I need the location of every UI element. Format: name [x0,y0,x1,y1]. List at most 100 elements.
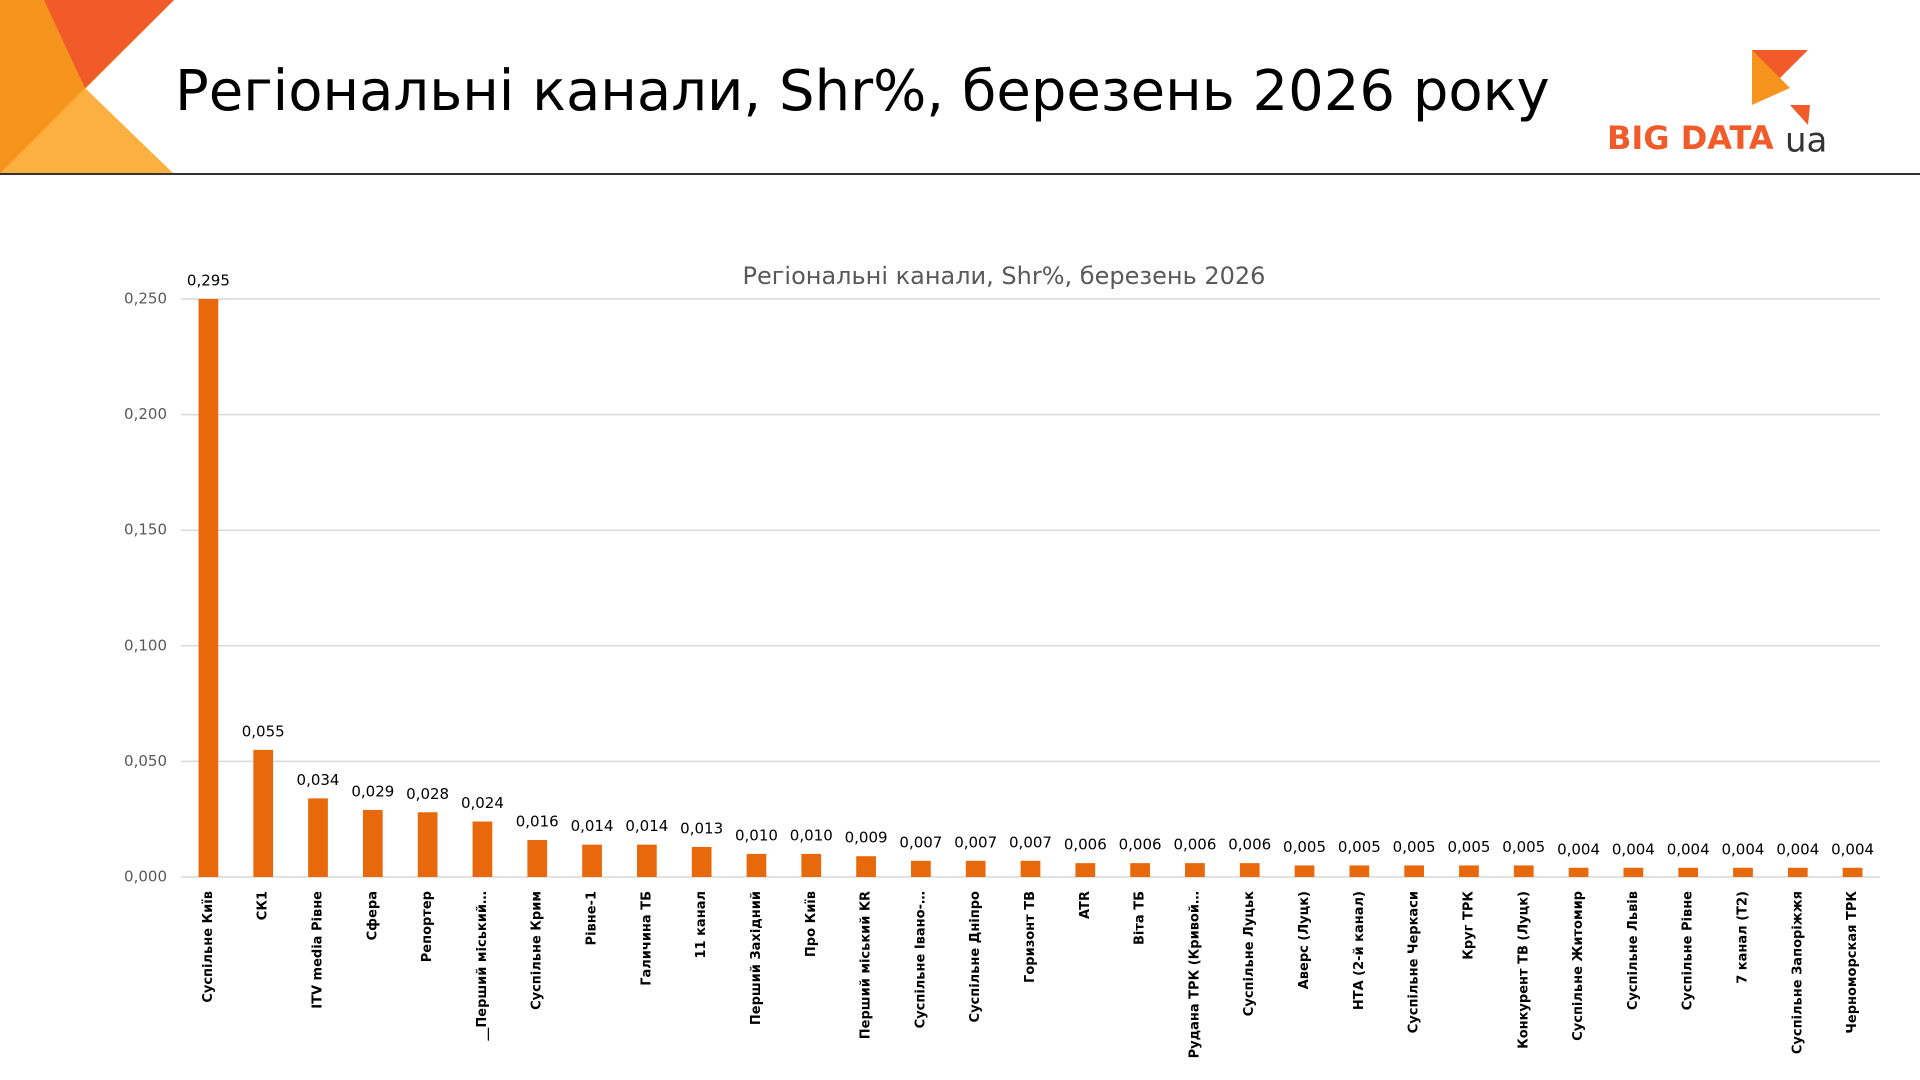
bar [1239,863,1260,877]
value-label: 0,004 [1722,840,1765,858]
bar [417,812,438,877]
x-tick-label: Галичина ТБ [639,891,654,986]
x-tick-label: Репортер [420,891,435,962]
value-label: 0,007 [954,833,997,851]
value-label: 0,004 [1831,840,1874,858]
x-tick-label: __Перший міський… [475,891,490,1041]
value-label: 0,029 [351,782,394,800]
bar [1130,863,1150,877]
y-tick-label: 0,250 [124,290,167,308]
bar [1075,863,1096,877]
value-label: 0,004 [1667,840,1710,858]
value-label: 0,028 [406,785,449,803]
x-tick-label: Суспільне Рівне [1681,891,1696,1010]
y-tick-label: 0,050 [124,752,167,770]
bar [1349,865,1370,877]
bar [1733,867,1753,877]
bar [636,844,657,877]
bar [472,821,493,877]
bar [1185,863,1205,877]
bar [911,860,931,877]
x-tick-label: Суспільне Львів [1626,891,1641,1010]
y-tick-label: 0,100 [124,636,167,654]
bar [746,853,767,877]
value-label: 0,005 [1338,838,1381,856]
x-tick-label: Суспільне Івано-… [913,891,928,1028]
value-label: 0,014 [625,817,668,835]
x-tick-label: Суспільне Крим [530,891,545,1010]
value-label: 0,010 [790,826,833,844]
value-label: 0,005 [1283,838,1326,856]
logo-mark [1752,50,1790,105]
x-tick-label: 7 канал (Т2) [1735,891,1750,984]
x-tick-label: Сфера [365,891,380,940]
bar [691,846,712,877]
x-tick-label: Суспільне Житомир [1571,891,1586,1041]
bar [1513,865,1534,877]
x-tick-label: Суспільне Черкаси [1407,891,1422,1033]
bar [1294,865,1315,877]
bar [1678,867,1699,877]
value-label: 0,006 [1173,836,1216,854]
bar [801,853,822,877]
x-tick-label: Перший міський KR [859,891,874,1039]
bar [582,844,602,877]
bar [1842,867,1863,877]
slide-title: Регіональні канали, Shr%, березень 2026 … [175,59,1550,124]
value-label: 0,005 [1393,838,1436,856]
value-label: 0,005 [1447,838,1490,856]
x-tick-label: Суспільне Дніпро [968,891,983,1023]
bar [362,809,383,877]
logo-suffix: ua [1785,121,1827,161]
x-tick-label: Круг ТРК [1461,891,1476,960]
value-label: 0,007 [899,833,942,851]
bar [1404,865,1425,877]
x-tick-label: Про Київ [804,891,819,957]
corner-decoration [44,0,174,88]
x-tick-label: Аверс (Луцк) [1297,891,1312,989]
x-tick-label: ATR [1078,891,1093,919]
y-tick-label: 0,150 [124,521,167,539]
x-tick-label: Конкурент ТВ (Луцк) [1516,891,1531,1049]
value-label: 0,034 [297,771,340,789]
x-tick-label: НТА (2-й канал) [1352,891,1367,1010]
bar [198,299,219,877]
bar [253,749,274,877]
bar [527,840,548,877]
logo-mark [1790,105,1810,125]
y-tick-label: 0,200 [124,405,167,423]
value-label: 0,055 [242,722,285,740]
value-label: 0,014 [571,817,614,835]
logo-text: BIG DATA [1607,119,1774,157]
bar [1568,867,1589,877]
x-tick-label: Черноморская ТРК [1845,891,1860,1034]
x-tick-label: ITV media Рівне [311,891,326,1009]
x-tick-label: Суспільне Запоріжжя [1790,891,1805,1054]
x-tick-label: Суспільне Луцьк [1242,891,1257,1016]
x-tick-label: Перший Західний [749,891,764,1025]
x-tick-label: СК1 [256,891,271,920]
value-label: 0,013 [680,819,723,837]
x-tick-label: Віта ТБ [1133,891,1148,945]
bar [308,798,328,877]
value-label: 0,006 [1228,836,1271,854]
value-label: 0,009 [845,829,888,847]
value-label: 0,004 [1557,840,1600,858]
bar [1459,865,1479,877]
value-label: 0,006 [1119,836,1162,854]
value-label: 0,010 [735,826,778,844]
x-tick-label: Горизонт ТВ [1023,891,1038,983]
value-label: 0,024 [461,794,504,812]
bar [1787,867,1808,877]
bar [965,860,986,877]
y-tick-label: 0,000 [124,868,167,886]
x-tick-label: Рудана ТРК (Кривой… [1187,891,1202,1058]
value-label: 0,007 [1009,833,1052,851]
bar [856,856,876,877]
chart-title: Регіональні канали, Shr%, березень 2026 [743,262,1266,290]
bar [1623,867,1644,877]
x-tick-label: Суспільне Київ [201,891,216,1003]
x-tick-label: Рівне-1 [585,891,600,945]
value-label: 0,295 [187,272,230,290]
